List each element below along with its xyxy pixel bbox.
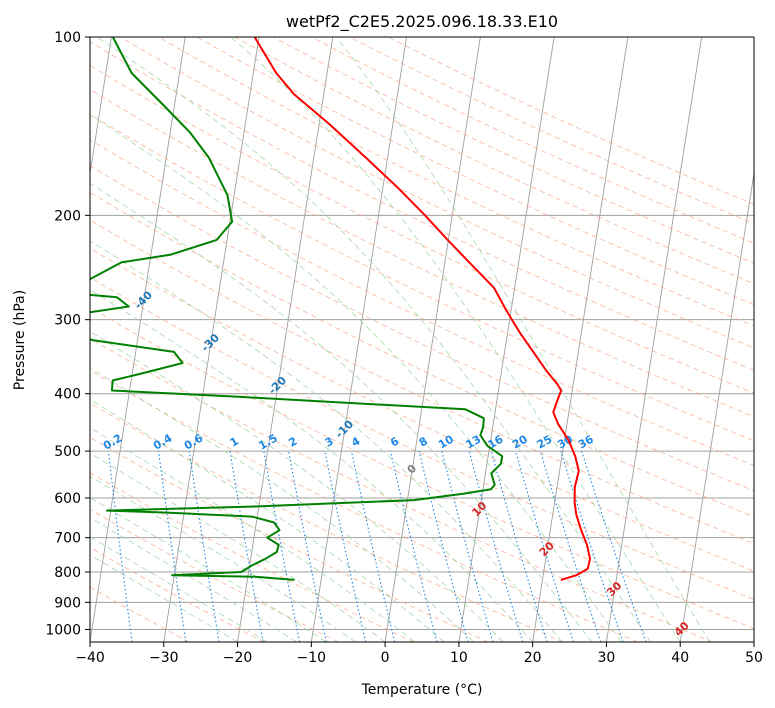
- profile-lines: [90, 37, 591, 581]
- dry-adiabat-line: [90, 546, 265, 642]
- isotherm-line: [163, 37, 260, 642]
- mixing-ratio-line: [288, 450, 327, 642]
- x-axis: −40 −30 −20 −10 0 10 20 30 40 50: [75, 642, 763, 666]
- mixing-ratio-line: [263, 451, 301, 642]
- isotherm-line: [90, 37, 112, 177]
- mixing-ratio-line: [490, 450, 548, 642]
- x-tick-label: 40: [671, 650, 689, 666]
- moist-adiabat-line: [96, 37, 652, 642]
- y-tick-label: 600: [54, 491, 81, 507]
- x-tick-label: 50: [745, 650, 763, 666]
- isotherm-line: [310, 37, 408, 642]
- moist-adiabat-line: [90, 517, 297, 642]
- moist-adiabat-line: [90, 497, 327, 642]
- dry-adiabat-line: [90, 306, 754, 630]
- moist-adiabat-line: [90, 114, 622, 642]
- isotherm-line: [605, 37, 703, 642]
- isotherm-line: [384, 37, 481, 642]
- mixing-ratio-line: [350, 450, 396, 642]
- y-tick-label: 700: [54, 531, 81, 547]
- dry-adiabat-line: [90, 41, 754, 371]
- y-tick-label: 100: [54, 30, 81, 46]
- moist-adiabat-line: [90, 398, 445, 642]
- moist-adiabat-line: [90, 427, 415, 642]
- x-tick-label: −40: [75, 650, 105, 666]
- dry-adiabat-line: [90, 247, 754, 572]
- y-tick-label: 900: [54, 595, 81, 611]
- x-tick-label: 10: [450, 650, 468, 666]
- mixing-ratio-line: [107, 451, 133, 642]
- y-tick-label: 400: [54, 387, 81, 403]
- dry-adiabat-line: [90, 337, 713, 642]
- isotherm-line: [237, 37, 334, 642]
- dewpoint-profile-line: [90, 37, 504, 581]
- y-axis-label: Pressure (hPa): [12, 290, 28, 390]
- dry-adiabat-line: [90, 276, 754, 600]
- x-tick-label: 0: [381, 650, 390, 666]
- moist-adiabat-line: [230, 37, 681, 642]
- mixing-ratio-line: [157, 451, 187, 642]
- mixing-ratio-line: [560, 450, 624, 642]
- y-tick-label: 800: [54, 565, 81, 581]
- x-axis-label: Temperature (°C): [361, 682, 483, 698]
- chart-title: wetPf2_C2E5.2025.096.18.33.E10: [286, 12, 558, 32]
- y-axis: 100 200 300 400 500 600 700 800 900 1000: [45, 30, 90, 638]
- y-tick-label: 200: [54, 208, 81, 224]
- x-tick-label: −20: [223, 650, 253, 666]
- dry-adiabat-line: [90, 139, 754, 467]
- x-tick-label: −30: [149, 650, 179, 666]
- mixing-ratio-line: [581, 450, 647, 642]
- isotherm-line: [90, 37, 186, 642]
- dry-adiabat-line: [119, 37, 754, 349]
- x-tick-label: −10: [297, 650, 327, 666]
- y-tick-label: 500: [54, 444, 81, 460]
- x-tick-label: 20: [524, 650, 542, 666]
- dry-adiabat-line: [90, 192, 754, 518]
- background-lines: [90, 37, 754, 642]
- x-tick-label: 30: [598, 650, 616, 666]
- temperature-profile-line: [253, 37, 591, 581]
- dry-adiabat-line: [90, 436, 489, 642]
- mixing-ratio-line: [324, 450, 367, 642]
- dry-adiabat-line: [90, 89, 754, 418]
- dry-adiabat-line: [90, 165, 754, 492]
- mixing-ratio-line: [418, 450, 469, 642]
- dry-adiabat-line: [90, 369, 638, 642]
- isotherm-line: [679, 170, 754, 642]
- moist-adiabat-line: [90, 452, 386, 642]
- y-tick-label: 1000: [45, 622, 81, 638]
- mixing-ratio-line: [515, 450, 575, 642]
- plot-frame: [89, 36, 755, 643]
- y-tick-label: 300: [54, 313, 81, 329]
- dry-adiabat-line: [195, 37, 754, 306]
- moist-adiabat-line: [90, 330, 504, 642]
- mixing-ratio-line: [468, 450, 524, 642]
- mixing-ratio-line: [539, 450, 602, 642]
- mixing-ratio-line: [389, 450, 438, 642]
- isotherm-line: [532, 37, 629, 642]
- dry-adiabat-line: [90, 402, 564, 642]
- moist-adiabat-line: [90, 240, 563, 642]
- moist-adiabat-line: [90, 289, 534, 642]
- dry-adiabat-line: [90, 472, 414, 642]
- dry-adiabat-line: [90, 508, 339, 642]
- mixing-ratio-line: [188, 451, 220, 642]
- moist-adiabat-line: [90, 367, 474, 642]
- moist-adiabat-line: [90, 475, 356, 642]
- moist-adiabat-line: [90, 182, 593, 642]
